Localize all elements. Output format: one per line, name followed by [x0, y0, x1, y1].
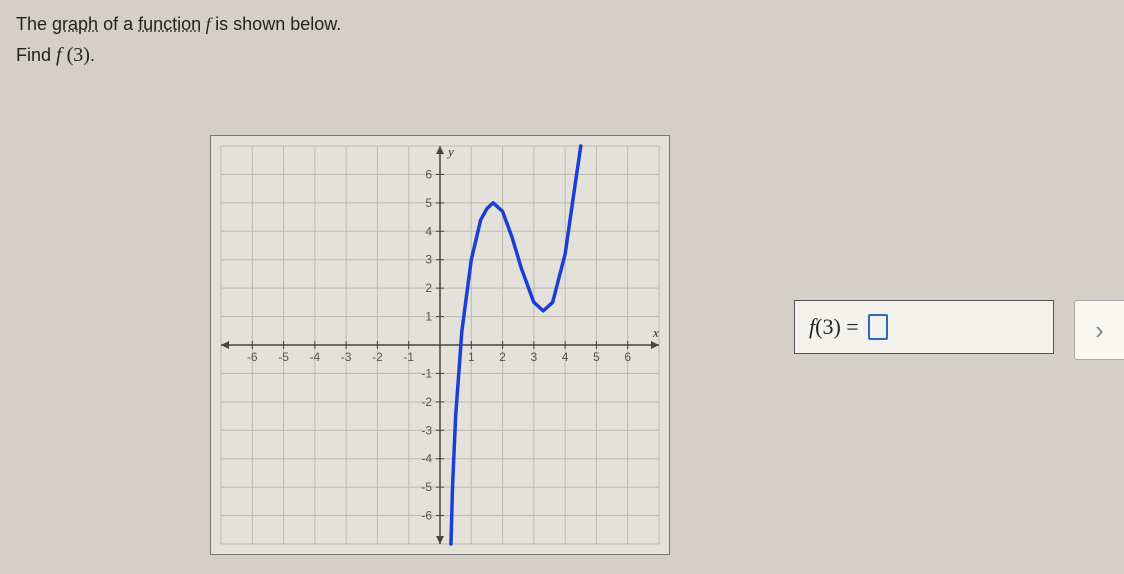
- svg-text:x: x: [652, 325, 659, 340]
- svg-text:5: 5: [425, 196, 432, 210]
- svg-text:-6: -6: [421, 509, 432, 523]
- svg-text:-1: -1: [421, 366, 432, 380]
- text: of a: [98, 14, 138, 34]
- question-line-1: The graph of a function f is shown below…: [16, 10, 1108, 39]
- svg-text:6: 6: [425, 167, 432, 181]
- function-graph: -6 -5 -4 -3 -2 -1 1 2 3 4 5 6 -6 -5 -4 -3 -2 -1 1 2 3 4 5 6 x y: [210, 135, 670, 555]
- svg-text:-4: -4: [310, 350, 321, 364]
- svg-text:-1: -1: [403, 350, 414, 364]
- question-text: The graph of a function f is shown below…: [0, 0, 1124, 81]
- svg-text:3: 3: [425, 253, 432, 267]
- question-line-2: Find f (3).: [16, 39, 1108, 71]
- link-function[interactable]: function: [138, 14, 201, 34]
- svg-text:1: 1: [468, 350, 475, 364]
- svg-text:-5: -5: [421, 480, 432, 494]
- svg-text:-2: -2: [421, 395, 432, 409]
- text: .: [90, 45, 95, 65]
- text: is shown below.: [215, 14, 341, 34]
- svg-text:2: 2: [425, 281, 432, 295]
- svg-text:-2: -2: [372, 350, 383, 364]
- text: The: [16, 14, 52, 34]
- next-button[interactable]: ›: [1074, 300, 1124, 360]
- svg-text:5: 5: [593, 350, 600, 364]
- svg-text:4: 4: [562, 350, 569, 364]
- svg-text:-3: -3: [421, 423, 432, 437]
- svg-text:y: y: [446, 144, 454, 159]
- svg-text:-4: -4: [421, 452, 432, 466]
- function-name: f: [201, 14, 215, 34]
- svg-text:6: 6: [624, 350, 631, 364]
- svg-text:1: 1: [425, 310, 432, 324]
- svg-text:2: 2: [499, 350, 506, 364]
- link-graph[interactable]: graph: [52, 14, 98, 34]
- svg-text:-6: -6: [247, 350, 258, 364]
- answer-input[interactable]: [868, 314, 888, 340]
- svg-text:4: 4: [425, 224, 432, 238]
- answer-box: f(3) =: [794, 300, 1054, 354]
- svg-text:3: 3: [531, 350, 538, 364]
- text: Find: [16, 45, 56, 65]
- svg-text:-5: -5: [278, 350, 289, 364]
- svg-text:-3: -3: [341, 350, 352, 364]
- chevron-right-icon: ›: [1095, 315, 1104, 346]
- answer-lhs-rest: (3) =: [815, 314, 864, 340]
